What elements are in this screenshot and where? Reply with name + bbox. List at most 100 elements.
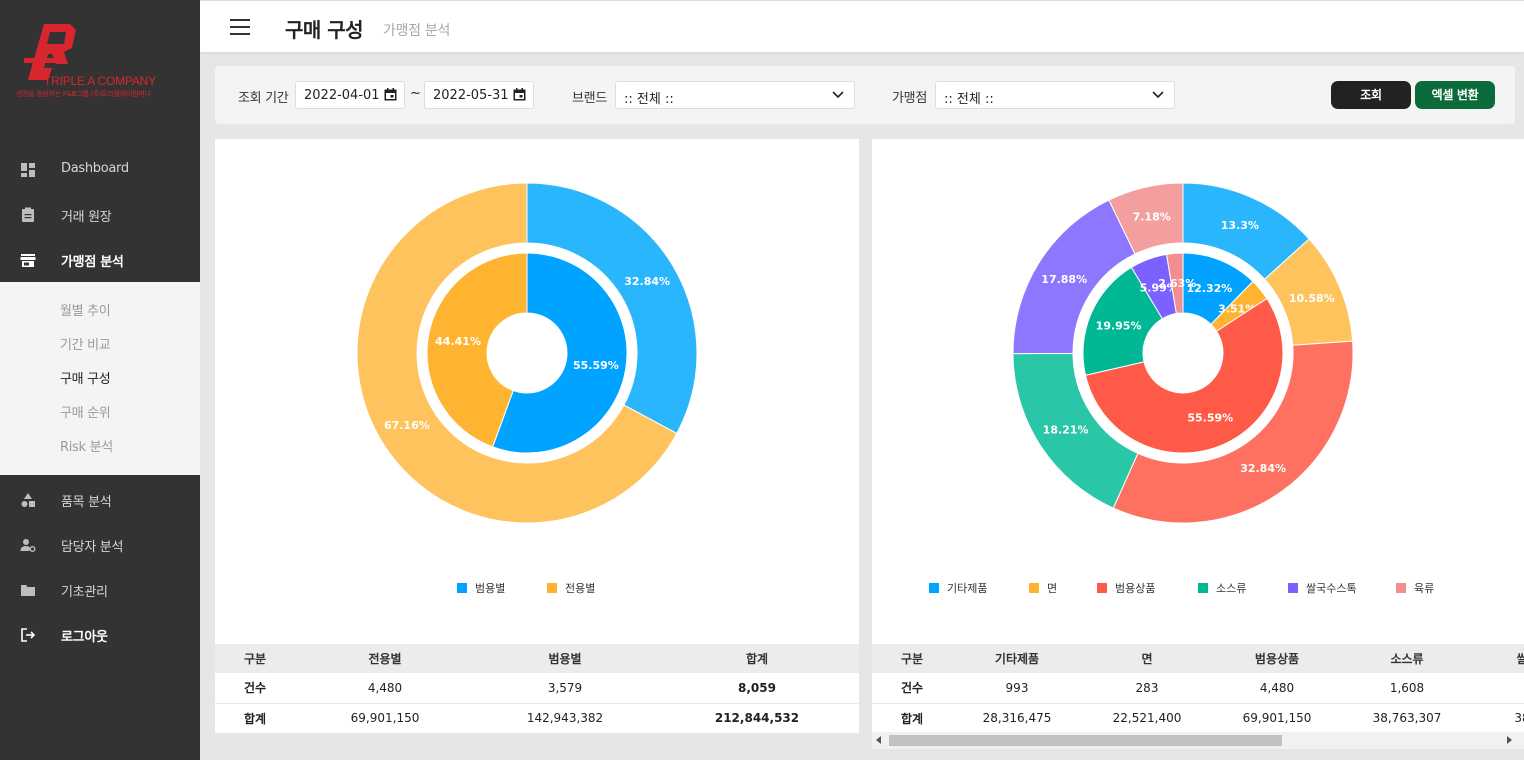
period-label: 조회 기간 (238, 91, 289, 106)
sidebar-item-label: 담당자 분석 (61, 540, 124, 555)
sidebar-item-basic-management[interactable]: 기초관리 (0, 568, 200, 612)
legend-label: 기타제품 (947, 582, 988, 595)
table-header: 합계 (655, 644, 859, 673)
inner-ring-slice-label: 44.41% (435, 335, 481, 348)
user-settings-icon (20, 539, 36, 552)
sidebar-item-label: 기초관리 (61, 585, 108, 600)
logo-text: TRIPLE A COMPANY (44, 74, 156, 88)
page-subtitle: 가맹점 분석 (383, 23, 451, 39)
legend-item[interactable]: 육류 (1396, 580, 1434, 596)
table-cell: 38 (1472, 703, 1524, 734)
outer-ring-slice-label: 17.88% (1041, 273, 1087, 286)
submenu-item-purchase-composition[interactable]: 구매 구성 (60, 372, 111, 387)
hamburger-menu-icon[interactable] (230, 19, 250, 35)
sidebar-item-label: 거래 원장 (61, 210, 112, 225)
top-bar: 구매 구성 가맹점 분석 (200, 0, 1524, 52)
end-date-input[interactable]: 2022-05-31 (424, 81, 534, 109)
sidebar-item-dashboard[interactable]: Dashboard (0, 148, 200, 192)
legend-item[interactable]: 전용별 (547, 580, 595, 596)
table-header: 구분 (872, 644, 952, 673)
legend-swatch (1396, 583, 1406, 593)
table-cell: 건수 (215, 673, 295, 704)
legend-swatch (929, 583, 939, 593)
outer-ring-slice-label: 32.84% (624, 275, 670, 288)
table-cell (1472, 673, 1524, 704)
item-category-panel: 13.3% 10.58% 32.84% 18.21% 17.88% 7.18% 12.32%… (872, 139, 1524, 749)
table-cell: 22,521,400 (1082, 703, 1212, 734)
legend-item[interactable]: 면 (1029, 580, 1057, 596)
table-header: 쌀 (1472, 644, 1524, 673)
start-date-value: 2022-04-01 (304, 88, 380, 103)
legend-swatch (457, 583, 467, 593)
outer-ring-slice-label: 18.21% (1043, 423, 1089, 436)
outer-ring-slice[interactable] (1108, 182, 1184, 255)
store-select[interactable]: :: 전체 :: (935, 81, 1175, 109)
sidebar-item-logout[interactable]: 로그아웃 (0, 613, 200, 657)
submenu-item-monthly-trend[interactable]: 월별 추이 (60, 304, 111, 319)
inner-ring-slice[interactable] (1165, 252, 1184, 315)
inner-ring-slice[interactable] (491, 252, 628, 454)
calendar-icon[interactable] (513, 88, 526, 101)
table-cell: 38,763,307 (1342, 703, 1472, 734)
inner-ring-slice[interactable] (426, 252, 528, 448)
table-cell: 993 (952, 673, 1082, 704)
legend-label: 범용별 (475, 582, 506, 595)
table-cell: 합계 (872, 703, 952, 734)
filter-bar: 조회 기간 2022-04-01 ~ 2022-05-31 브랜드 :: 전체 … (215, 66, 1515, 124)
outer-ring-slice[interactable] (526, 182, 698, 435)
submenu-item-risk-analysis[interactable]: Risk 분석 (60, 440, 113, 455)
outer-ring-slice[interactable] (1112, 340, 1354, 524)
brand-select[interactable]: :: 전체 :: (615, 81, 855, 109)
scrollbar-thumb[interactable] (889, 735, 1282, 746)
scroll-left-icon[interactable] (876, 736, 881, 744)
table-cell: 28,316,475 (952, 703, 1082, 734)
table-cell: 212,844,532 (655, 703, 859, 734)
table-cell: 69,901,150 (1212, 703, 1342, 734)
legend-item[interactable]: 소스류 (1198, 580, 1246, 596)
store-icon (20, 254, 36, 267)
excel-export-button[interactable]: 엑셀 변환 (1415, 81, 1495, 109)
table-cell: 1,608 (1342, 673, 1472, 704)
legend-item[interactable]: 쌀국수스톡 (1288, 580, 1357, 596)
table-header: 면 (1082, 644, 1212, 673)
legend-swatch (1029, 583, 1039, 593)
legend-item[interactable]: 범용별 (457, 580, 505, 596)
item-category-table: 구분 기타제품 면 범용상품 소스류 쌀 건수 993 283 4,480 1,… (872, 644, 1524, 734)
company-logo[interactable]: TRIPLE A COMPANY 성장을 응원하는 F&B그룹 (주)트리플에이… (14, 18, 184, 108)
usage-type-donut-chart: 32.84% 67.16% 55.59% 44.41% (356, 182, 698, 524)
search-button[interactable]: 조회 (1331, 81, 1411, 109)
end-date-value: 2022-05-31 (433, 88, 509, 103)
table-row: 합계 28,316,475 22,521,400 69,901,150 38,7… (872, 703, 1524, 734)
submenu-item-purchase-rank[interactable]: 구매 순위 (60, 406, 111, 421)
start-date-input[interactable]: 2022-04-01 (295, 81, 405, 109)
legend-label: 쌀국수스톡 (1306, 582, 1357, 595)
sidebar-item-item-analysis[interactable]: 품목 분석 (0, 478, 200, 522)
legend-item[interactable]: 기타제품 (929, 580, 987, 596)
inner-ring-slice[interactable] (1082, 266, 1164, 376)
sidebar-item-label: 가맹점 분석 (61, 255, 124, 270)
table-header: 범용별 (475, 644, 655, 673)
sidebar-item-ledger[interactable]: 거래 원장 (0, 193, 200, 237)
submenu-item-period-compare[interactable]: 기간 비교 (60, 338, 111, 353)
folder-icon (21, 585, 35, 596)
submenu: 월별 추이 기간 비교 구매 구성 구매 순위 Risk 분석 (0, 282, 200, 475)
sidebar: TRIPLE A COMPANY 성장을 응원하는 F&B그룹 (주)트리플에이… (0, 0, 200, 760)
sidebar-item-store-analysis[interactable]: 가맹점 분석 (0, 238, 200, 282)
table-header: 기타제품 (952, 644, 1082, 673)
legend-label: 전용별 (565, 582, 596, 595)
calendar-icon[interactable] (384, 88, 397, 101)
inner-ring-slice[interactable] (1084, 297, 1284, 454)
outer-ring-slice-label: 13.3% (1221, 219, 1259, 232)
outer-ring-slice[interactable] (356, 182, 678, 524)
table-row: 합계 69,901,150 142,943,382 212,844,532 (215, 703, 859, 734)
scroll-right-icon[interactable] (1507, 736, 1512, 744)
legend-item[interactable]: 범용상품 (1097, 580, 1155, 596)
brand-label: 브랜드 (572, 91, 607, 106)
legend-label: 면 (1047, 582, 1058, 595)
inner-ring-slice-label: 55.59% (1187, 411, 1233, 424)
date-range-separator: ~ (410, 86, 421, 101)
sidebar-item-manager-analysis[interactable]: 담당자 분석 (0, 523, 200, 567)
sidebar-item-label: 로그아웃 (61, 630, 108, 645)
usage-type-table: 구분 전용별 범용별 합계 건수 4,480 3,579 8,059 합계 69… (215, 644, 859, 734)
horizontal-scrollbar[interactable] (872, 732, 1524, 749)
